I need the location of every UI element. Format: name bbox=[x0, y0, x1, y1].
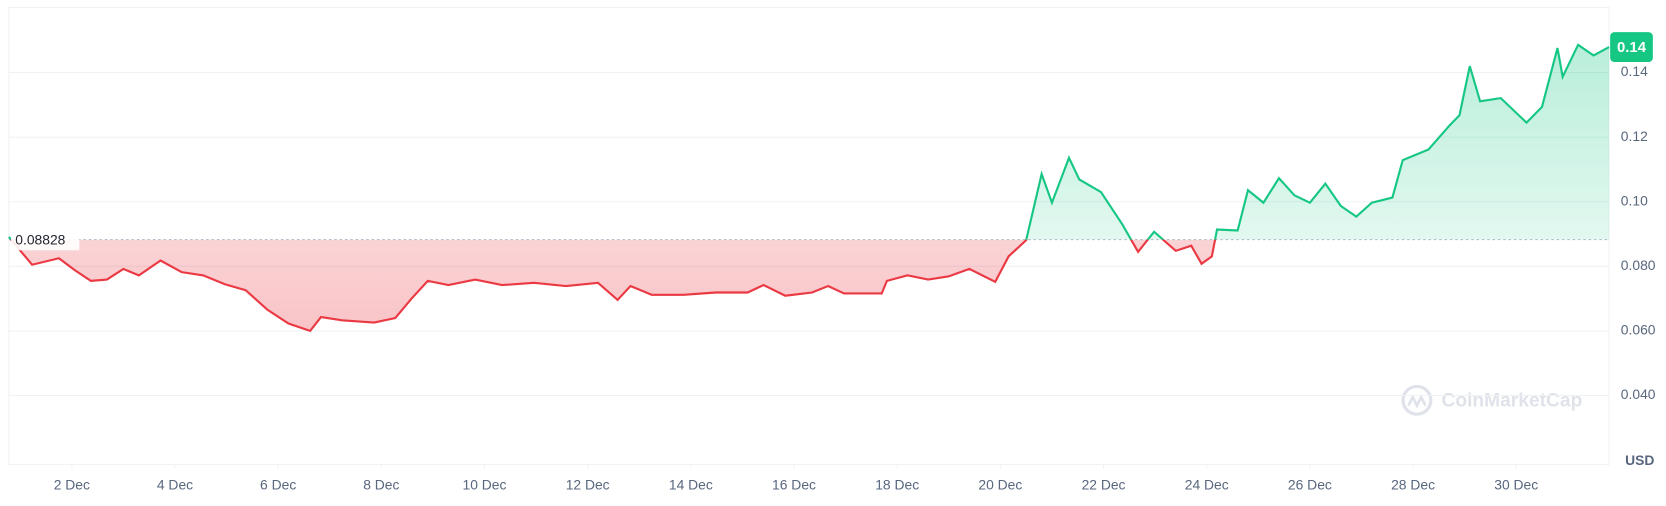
area-down bbox=[11, 239, 1216, 331]
x-tick-label: 24 Dec bbox=[1185, 476, 1229, 492]
x-tick-label: 18 Dec bbox=[875, 476, 919, 492]
y-tick-label: 0.10 bbox=[1621, 192, 1648, 208]
x-tick-label: 28 Dec bbox=[1391, 476, 1435, 492]
watermark-text: CoinMarketCap bbox=[1441, 390, 1582, 411]
x-tick-label: 6 Dec bbox=[260, 476, 296, 492]
x-tick-label: 2 Dec bbox=[54, 476, 90, 492]
y-tick-label: 0.12 bbox=[1621, 128, 1648, 144]
price-tag-bg bbox=[1610, 32, 1653, 63]
unit-label: USD bbox=[1625, 452, 1654, 468]
x-tick-label: 4 Dec bbox=[157, 476, 193, 492]
price-line-up bbox=[8, 43, 1610, 240]
x-tick-label: 12 Dec bbox=[566, 476, 610, 492]
baseline-label: 0.08828 bbox=[15, 231, 65, 247]
x-tick-label: 26 Dec bbox=[1288, 476, 1332, 492]
area-up bbox=[8, 44, 1610, 240]
x-tick-label: 10 Dec bbox=[463, 476, 507, 492]
x-tick-label: 14 Dec bbox=[669, 476, 713, 492]
x-tick-label: 22 Dec bbox=[1082, 476, 1126, 492]
x-tick-label: 16 Dec bbox=[772, 476, 816, 492]
y-tick-label: 0.080 bbox=[1621, 257, 1656, 273]
price-line-down bbox=[9, 239, 1217, 333]
y-tick-label: 0.14 bbox=[1621, 63, 1648, 79]
watermark: CoinMarketCap bbox=[1401, 384, 1582, 416]
y-tick-label: 0.060 bbox=[1621, 322, 1656, 338]
baseline-label-bg bbox=[11, 228, 80, 251]
x-tick-label: 30 Dec bbox=[1494, 476, 1538, 492]
x-tick-label: 8 Dec bbox=[363, 476, 399, 492]
x-tick-label: 20 Dec bbox=[978, 476, 1022, 492]
y-tick-label: 0.040 bbox=[1621, 386, 1656, 402]
price-tag: 0.14 bbox=[1617, 39, 1647, 56]
